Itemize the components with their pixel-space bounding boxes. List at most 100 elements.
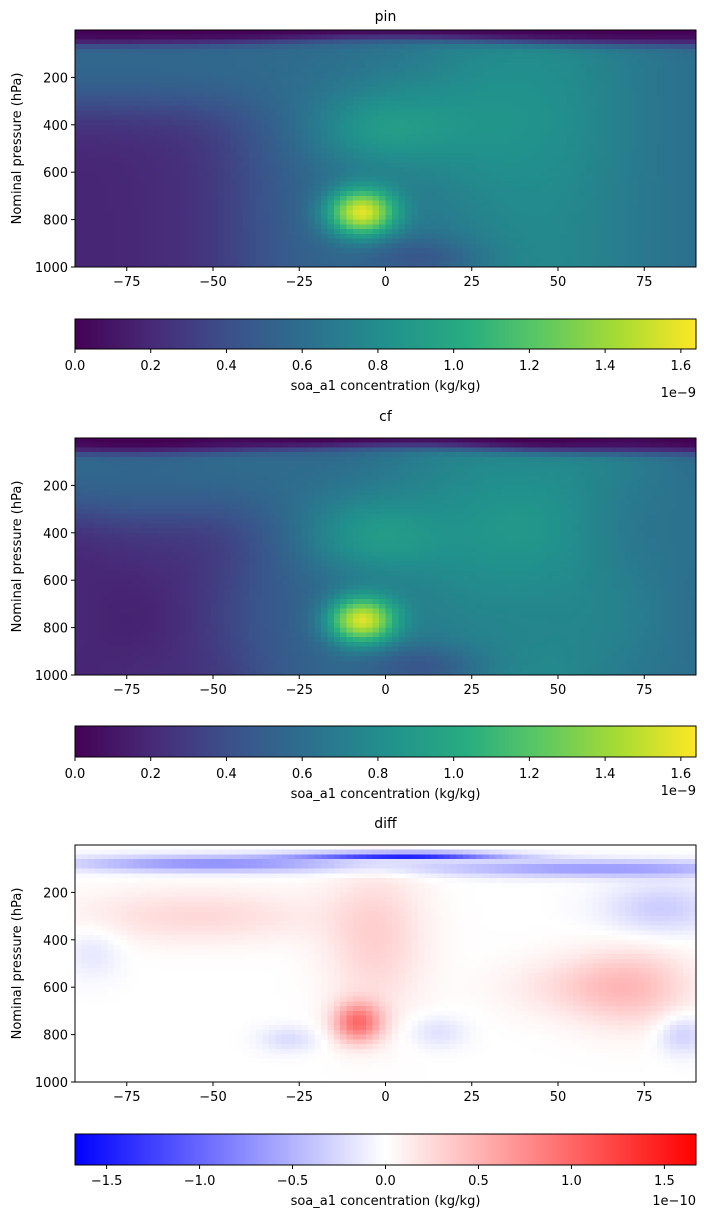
- heatmap-cell: [579, 205, 587, 211]
- heatmap-cell: [534, 172, 542, 178]
- heatmap-cell: [430, 82, 438, 88]
- heatmap-cell: [81, 570, 89, 577]
- heatmap-cell: [573, 101, 581, 107]
- heatmap-cell: [469, 86, 477, 93]
- heatmap-cell: [152, 129, 160, 135]
- heatmap-cell: [165, 82, 173, 88]
- heatmap-cell: [294, 72, 303, 78]
- heatmap-cell: [307, 219, 315, 225]
- heatmap-cell: [676, 172, 684, 178]
- heatmap-cell: [243, 186, 251, 192]
- heatmap-cell: [301, 219, 309, 225]
- heatmap-cell: [294, 115, 303, 121]
- heatmap-cell: [540, 58, 548, 64]
- heatmap-cell: [320, 200, 328, 206]
- heatmap-cell: [527, 143, 535, 150]
- heatmap-cell: [294, 96, 303, 102]
- heatmap-cell: [508, 72, 516, 78]
- heatmap-cell: [94, 238, 102, 244]
- heatmap-cell: [566, 262, 574, 268]
- heatmap-cell: [424, 191, 432, 197]
- heatmap-cell: [495, 34, 503, 41]
- heatmap-cell: [75, 551, 83, 558]
- heatmap-cell: [689, 186, 697, 192]
- heatmap-cell: [553, 210, 561, 216]
- heatmap-cell: [269, 162, 277, 169]
- heatmap-cell: [417, 262, 425, 268]
- heatmap-cell: [514, 72, 522, 78]
- heatmap-cell: [184, 248, 193, 254]
- heatmap-cell: [391, 72, 400, 78]
- heatmap-cell: [359, 186, 367, 192]
- heatmap-cell: [495, 115, 503, 121]
- heatmap-cell: [249, 63, 257, 69]
- heatmap-cell: [126, 96, 134, 102]
- heatmap-cell: [670, 210, 678, 216]
- heatmap-cell: [87, 30, 96, 36]
- heatmap-cell: [689, 238, 697, 244]
- heatmap-cell: [262, 186, 270, 192]
- heatmap-cell: [663, 262, 671, 268]
- heatmap-cell: [107, 143, 115, 150]
- heatmap-cell: [178, 72, 186, 78]
- heatmap-cell: [87, 67, 96, 74]
- heatmap-cell: [650, 229, 658, 235]
- heatmap-cell: [598, 72, 607, 78]
- heatmap-cell: [230, 44, 238, 50]
- heatmap-cell: [527, 262, 535, 268]
- heatmap-cell: [463, 72, 471, 78]
- heatmap-cell: [94, 252, 102, 259]
- heatmap-cell: [624, 186, 632, 192]
- heatmap-cell: [146, 120, 154, 126]
- heatmap-cell: [411, 124, 419, 131]
- heatmap-cell: [133, 34, 141, 41]
- heatmap-cell: [637, 162, 645, 169]
- heatmap-cell: [184, 143, 193, 150]
- heatmap-cell: [210, 153, 218, 159]
- heatmap-cell: [107, 134, 115, 140]
- heatmap-cell: [346, 53, 354, 60]
- heatmap-cell: [624, 181, 632, 188]
- heatmap-cell: [230, 86, 238, 93]
- heatmap-cell: [631, 58, 639, 64]
- heatmap-cell: [573, 148, 581, 154]
- heatmap-cell: [689, 224, 697, 230]
- heatmap-cell: [560, 63, 568, 69]
- heatmap-cell: [430, 134, 438, 140]
- heatmap-cell: [495, 205, 503, 211]
- heatmap-cell: [476, 143, 484, 150]
- heatmap-cell: [624, 120, 632, 126]
- heatmap-cell: [159, 200, 167, 206]
- heatmap-cell: [301, 91, 309, 97]
- heatmap-cell: [437, 129, 445, 135]
- heatmap-cell: [184, 219, 193, 225]
- heatmap-cell: [379, 162, 387, 169]
- heatmap-cell: [249, 229, 257, 235]
- heatmap-cell: [456, 172, 464, 178]
- heatmap-cell: [463, 176, 471, 183]
- heatmap-cell: [631, 44, 639, 50]
- heatmap-cell: [476, 105, 484, 112]
- heatmap-cell: [75, 646, 83, 652]
- heatmap-cell: [243, 82, 251, 88]
- heatmap-cell: [113, 148, 121, 154]
- heatmap-cell: [172, 210, 180, 216]
- heatmap-cell: [152, 63, 160, 69]
- heatmap-cell: [618, 195, 626, 202]
- heatmap-cell: [547, 176, 555, 183]
- heatmap-cell: [152, 44, 160, 50]
- heatmap-cell: [469, 243, 477, 249]
- heatmap-cell: [508, 252, 516, 259]
- heatmap-cell: [650, 91, 658, 97]
- heatmap-cell: [456, 248, 464, 254]
- heatmap-cell: [683, 153, 691, 159]
- heatmap-cell: [450, 262, 458, 268]
- heatmap-cell: [87, 471, 96, 477]
- heatmap-cell: [573, 86, 581, 93]
- heatmap-cell: [191, 143, 199, 150]
- heatmap-cell: [269, 34, 277, 41]
- heatmap-cell: [676, 157, 684, 164]
- heatmap-cell: [573, 143, 581, 150]
- heatmap-cell: [100, 120, 108, 126]
